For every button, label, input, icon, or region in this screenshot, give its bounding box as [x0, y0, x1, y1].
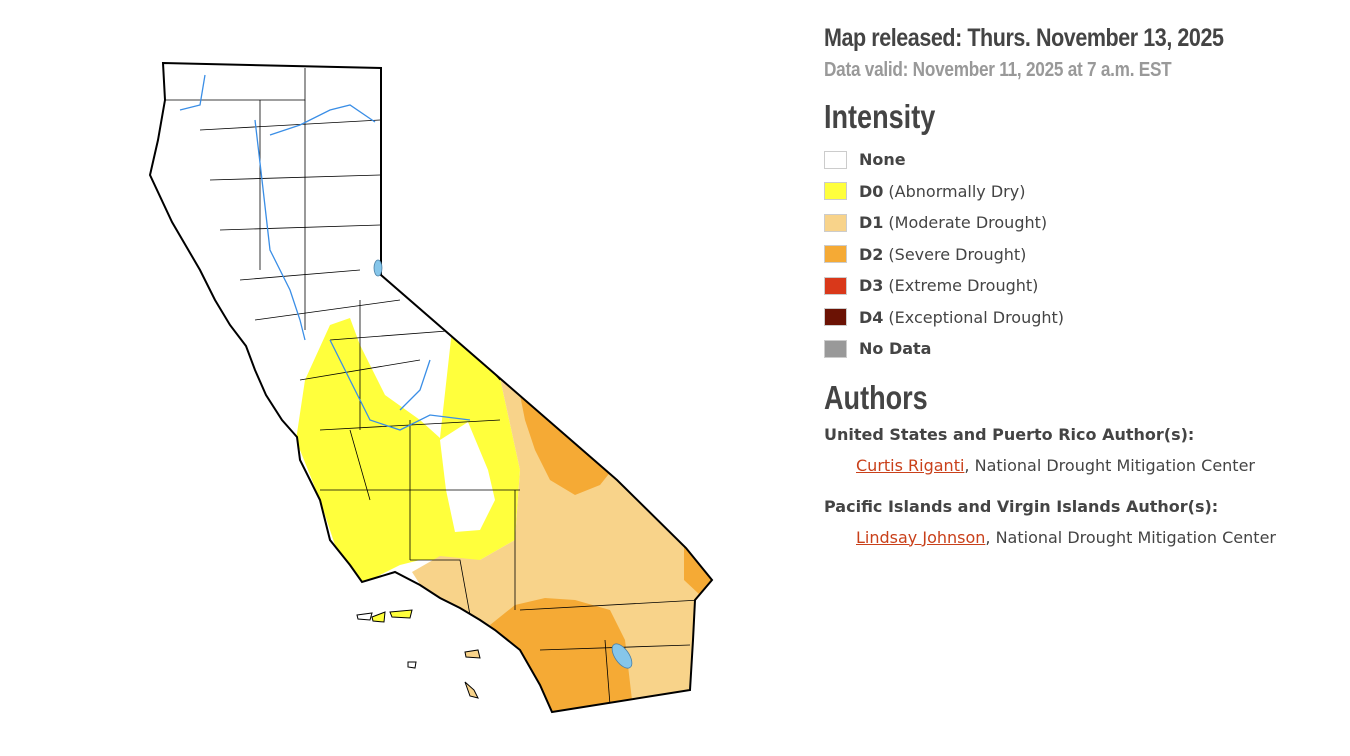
data-valid-date: Data valid: November 11, 2025 at 7 a.m. …: [824, 59, 1172, 81]
legend-item: No Data: [824, 333, 1344, 365]
legend-code: D3: [859, 276, 884, 296]
channel-islands: [356, 609, 481, 699]
legend-desc: (Abnormally Dry): [888, 181, 1026, 201]
author-affiliation: , National Drought Mitigation Center: [985, 527, 1276, 547]
legend: None D0 (Abnormally Dry) D1 (Moderate Drough…: [824, 144, 1344, 365]
legend-item: D0 (Abnormally Dry): [824, 176, 1344, 208]
legend-desc: (Severe Drought): [888, 244, 1027, 264]
legend-desc: (Moderate Drought): [888, 213, 1048, 233]
legend-item: D3 (Extreme Drought): [824, 270, 1344, 302]
legend-desc: (Extreme Drought): [888, 276, 1039, 296]
author-link[interactable]: Curtis Riganti: [856, 455, 965, 475]
legend-desc: (Exceptional Drought): [888, 307, 1065, 327]
legend-swatch: [824, 245, 847, 264]
legend-code: None: [859, 150, 906, 170]
legend-swatch: [824, 182, 847, 201]
author-group-label: United States and Puerto Rico Author(s):: [824, 424, 1195, 444]
d2-region-south: [490, 598, 632, 712]
legend-code: D2: [859, 244, 884, 264]
author-entry: Curtis Riganti, National Drought Mitigat…: [856, 456, 1344, 475]
author-affiliation: , National Drought Mitigation Center: [964, 455, 1255, 475]
salton-sea: [611, 643, 633, 669]
legend-item: None: [824, 144, 1344, 176]
authors-heading: Authors: [824, 378, 928, 416]
legend-swatch: [824, 213, 847, 232]
legend-code: D1: [859, 213, 884, 233]
info-panel: Map released: Thurs. November 13, 2025 D…: [824, 24, 1344, 547]
california-drought-map: [149, 62, 713, 713]
legend-swatch: [824, 308, 847, 327]
legend-code: No Data: [859, 339, 932, 359]
legend-item: D1 (Moderate Drought): [824, 207, 1344, 239]
legend-item: D2 (Severe Drought): [824, 239, 1344, 271]
legend-swatch: [824, 339, 847, 358]
legend-swatch: [824, 150, 847, 169]
none-region: [440, 422, 495, 532]
author-link[interactable]: Lindsay Johnson: [856, 527, 986, 547]
rivers: [179, 74, 471, 431]
map-release-date: Map released: Thurs. November 13, 2025: [824, 24, 1224, 52]
authors-list: United States and Puerto Rico Author(s):…: [824, 425, 1344, 547]
author-entry: Lindsay Johnson, National Drought Mitiga…: [856, 528, 1344, 547]
legend-swatch: [824, 276, 847, 295]
legend-code: D0: [859, 181, 884, 201]
legend-code: D4: [859, 307, 884, 327]
lake-tahoe: [373, 259, 383, 277]
author-group-label: Pacific Islands and Virgin Islands Autho…: [824, 496, 1219, 516]
legend-item: D4 (Exceptional Drought): [824, 302, 1344, 334]
intensity-heading: Intensity: [824, 98, 936, 135]
